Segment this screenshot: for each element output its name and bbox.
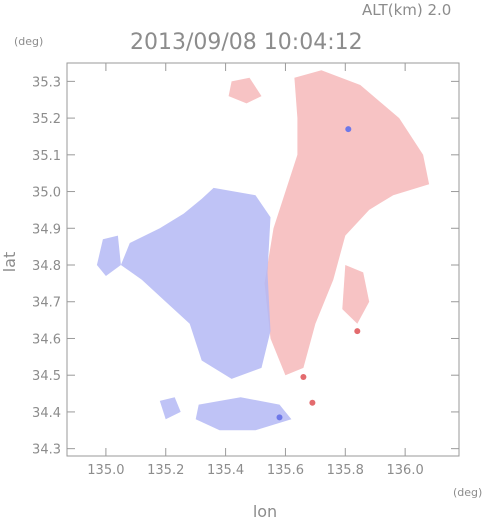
strong-spot-negative-3	[345, 126, 352, 133]
x-tick-label: 135.8	[327, 463, 364, 478]
x-unit-label: (deg)	[453, 486, 482, 499]
y-axis-label: lat	[0, 252, 19, 273]
strong-spot-positive-4	[354, 328, 361, 335]
y-tick-label: 34.4	[32, 406, 61, 421]
y-tick-label: 34.7	[32, 296, 61, 311]
velocity-field	[96, 70, 430, 431]
y-tick-label: 35.2	[32, 112, 61, 127]
y-tick-label: 35.3	[32, 75, 61, 90]
y-axis-ticks: 34.3 34.4 34.5 34.6 34.7 34.8 34.9 35.0 35.1 35.2…	[32, 75, 459, 458]
y-tick-label: 35.0	[32, 186, 61, 201]
strong-velocity-spots	[276, 126, 361, 421]
strong-spot-negative-0	[276, 414, 283, 421]
echo-region-positive-2	[342, 265, 370, 324]
y-tick-label: 34.6	[32, 332, 61, 347]
plot-frame	[66, 62, 460, 457]
echo-region-positive-0	[264, 70, 430, 376]
x-axis-ticks: 135.0 135.2 135.4 135.6 135.8 136.0	[87, 63, 424, 478]
x-tick-label: 135.0	[87, 463, 124, 478]
y-tick-label: 34.9	[32, 222, 61, 237]
echo-region-negative-4	[96, 235, 121, 276]
y-tick-label: 34.3	[32, 443, 61, 458]
y-tick-label: 34.8	[32, 259, 61, 274]
x-tick-label: 135.4	[207, 463, 244, 478]
y-unit-label: (deg)	[14, 35, 43, 48]
echo-region-negative-3	[120, 187, 271, 379]
strong-spot-positive-1	[309, 399, 316, 406]
x-tick-label: 136.0	[387, 463, 424, 478]
x-tick-label: 135.6	[267, 463, 304, 478]
echo-region-negative-5	[195, 397, 292, 431]
x-tick-label: 135.2	[147, 463, 184, 478]
echo-region-positive-1	[228, 77, 262, 104]
echo-region-negative-6	[159, 397, 181, 420]
timestamp: 2013/09/08 10:04:12	[130, 30, 363, 55]
y-tick-label: 34.5	[32, 369, 61, 384]
y-tick-label: 35.1	[32, 149, 61, 164]
strong-spot-positive-2	[300, 374, 307, 380]
altitude-label: ALT(km) 2.0	[362, 1, 451, 19]
x-axis-label: lon	[253, 502, 277, 521]
